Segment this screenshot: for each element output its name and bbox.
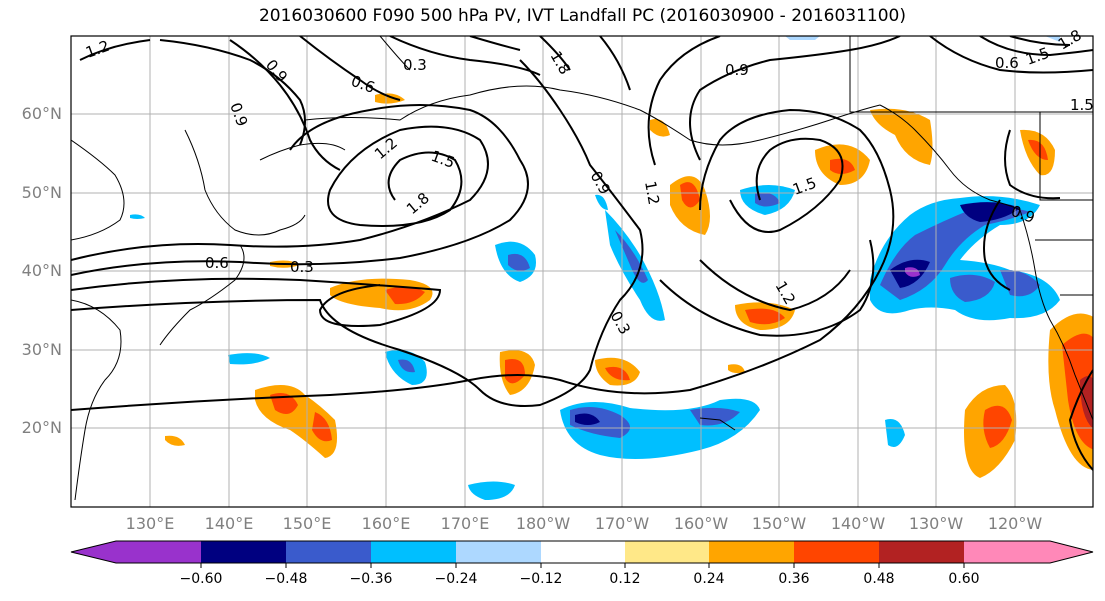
contour-label: 0.3 xyxy=(607,308,635,338)
colorbar-tick-label: −0.60 xyxy=(179,571,223,587)
contour-label: 1.5 xyxy=(1070,96,1094,114)
contour-label: 1.2 xyxy=(83,37,112,62)
contour-label: 0.3 xyxy=(290,258,314,276)
colorbar-tick-label: −0.24 xyxy=(434,571,478,587)
lat-label: 20°N xyxy=(21,418,62,437)
contour-label: 0.6 xyxy=(995,54,1019,72)
colorbar-outline xyxy=(70,540,1094,564)
contour-label: 0.9 xyxy=(226,100,251,129)
lon-label: 150°W xyxy=(751,514,807,533)
colorbar-bin xyxy=(794,541,879,563)
lon-label: 130°W xyxy=(908,514,964,533)
colorbar-tick-label: 0.24 xyxy=(693,571,725,587)
graticule xyxy=(71,36,1093,507)
colorbar-tick-label: 0.12 xyxy=(609,571,641,587)
contour-label: 1.5 xyxy=(790,174,819,199)
colorbar-bin xyxy=(625,541,709,563)
lon-label: 140°E xyxy=(204,514,254,533)
lon-label: 120°W xyxy=(987,514,1043,533)
contour-label: 0.9 xyxy=(262,56,291,86)
colorbar-tick-label: 0.48 xyxy=(863,571,895,587)
lon-label: 180°W xyxy=(515,514,571,533)
lon-label: 170°E xyxy=(440,514,490,533)
lat-label: 40°N xyxy=(21,261,62,280)
contour-label: 1.2 xyxy=(641,180,663,207)
lon-label: 160°E xyxy=(361,514,411,533)
contour-label: 0.6 xyxy=(205,254,229,272)
contour-label: 1.5 xyxy=(1023,44,1052,69)
pv-shading xyxy=(130,36,1093,500)
plot-frame xyxy=(70,35,1094,508)
colorbar-bin xyxy=(201,541,286,563)
coastlines xyxy=(71,36,1093,501)
colorbar-tick-label: 0.60 xyxy=(948,571,980,587)
colorbar-bin xyxy=(456,541,541,563)
contour-label: 1.8 xyxy=(1055,26,1085,54)
contour-label: 0.3 xyxy=(403,56,427,74)
colorbar-bin xyxy=(541,541,625,563)
colorbar-tick-label: −0.48 xyxy=(264,571,308,587)
colorbar-tick-label: 0.36 xyxy=(778,571,810,587)
lat-label: 50°N xyxy=(21,183,62,202)
lon-label: 140°W xyxy=(830,514,886,533)
lon-label: 130°E xyxy=(125,514,175,533)
contour-label: 1.2 xyxy=(371,134,401,163)
lat-label: 60°N xyxy=(21,104,62,123)
colorbar-tick-label: −0.12 xyxy=(519,571,563,587)
colorbar xyxy=(70,540,1094,568)
colorbar-bin xyxy=(709,541,794,563)
contour-label: 1.8 xyxy=(547,48,575,78)
colorbar-bin xyxy=(371,541,456,563)
colorbar-bin xyxy=(71,541,201,563)
colorbar-bin xyxy=(286,541,371,563)
colorbar-tick-label: −0.36 xyxy=(349,571,393,587)
contour-label: 1.2 xyxy=(772,278,800,308)
pv-contours xyxy=(71,36,1093,471)
map-title: 2016030600 F090 500 hPa PV, IVT Landfall… xyxy=(258,6,906,26)
contour-label: 0.9 xyxy=(725,61,749,79)
lat-label: 30°N xyxy=(21,340,62,359)
contour-label: 1.5 xyxy=(429,147,458,172)
colorbar-bin xyxy=(964,541,1093,563)
lon-label: 170°W xyxy=(594,514,650,533)
contour-label: 0.6 xyxy=(349,72,378,97)
lon-label: 150°E xyxy=(282,514,332,533)
colorbar-bin xyxy=(879,541,964,563)
lon-label: 160°W xyxy=(673,514,729,533)
